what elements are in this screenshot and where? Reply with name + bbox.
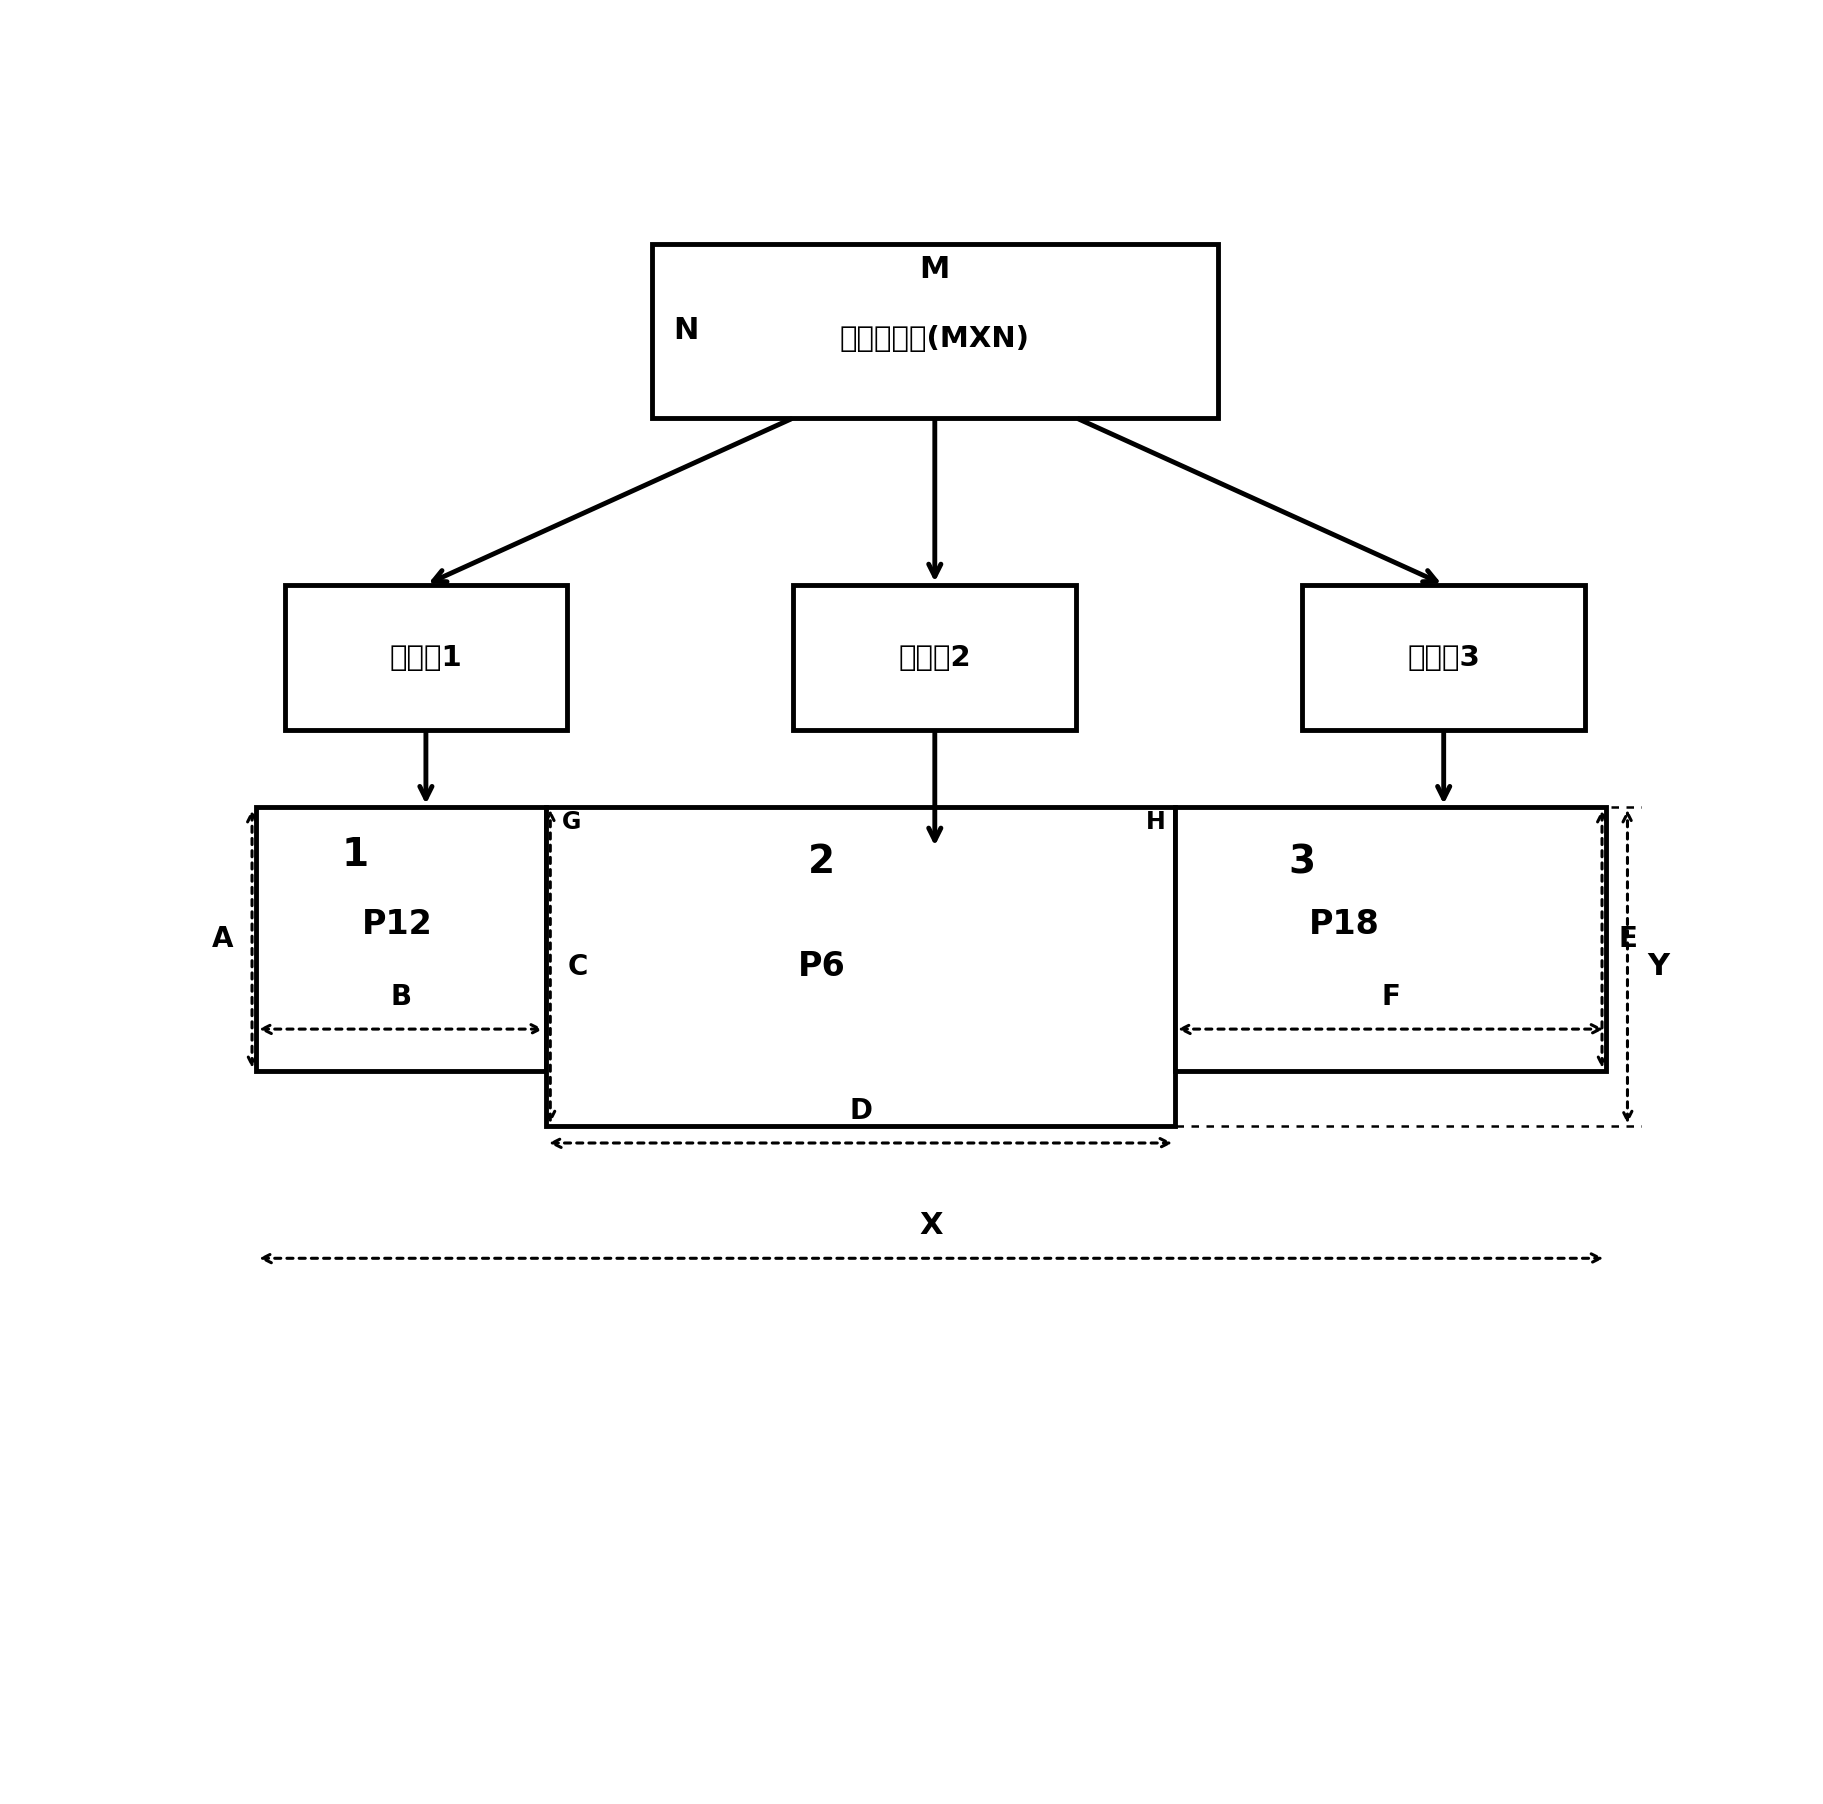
Text: F: F xyxy=(1380,983,1400,1010)
Text: 输入信号源(MXN): 输入信号源(MXN) xyxy=(839,325,1030,354)
Text: E: E xyxy=(1619,925,1637,953)
Text: G: G xyxy=(561,810,582,833)
Text: H: H xyxy=(1145,810,1165,833)
Text: 处理器2: 处理器2 xyxy=(899,644,970,671)
Text: X: X xyxy=(919,1210,942,1239)
Bar xyxy=(255,806,545,1072)
Text: 3: 3 xyxy=(1289,844,1314,882)
Text: C: C xyxy=(567,953,587,981)
Text: 处理器1: 处理器1 xyxy=(390,644,461,671)
Text: A: A xyxy=(211,925,233,953)
Text: B: B xyxy=(390,983,412,1010)
Text: P18: P18 xyxy=(1309,909,1380,942)
Bar xyxy=(793,584,1076,731)
Bar xyxy=(545,806,1174,1126)
Bar xyxy=(653,244,1218,419)
Text: Y: Y xyxy=(1646,953,1668,981)
Text: P6: P6 xyxy=(797,951,846,983)
Text: 处理器3: 处理器3 xyxy=(1407,644,1478,671)
Bar xyxy=(284,584,567,731)
Text: P12: P12 xyxy=(363,909,432,942)
Text: 2: 2 xyxy=(808,844,835,882)
Text: M: M xyxy=(919,256,950,285)
Bar xyxy=(1302,584,1584,731)
Text: N: N xyxy=(673,316,698,345)
Text: 1: 1 xyxy=(341,837,368,875)
Bar xyxy=(1174,806,1606,1072)
Text: D: D xyxy=(850,1097,871,1126)
